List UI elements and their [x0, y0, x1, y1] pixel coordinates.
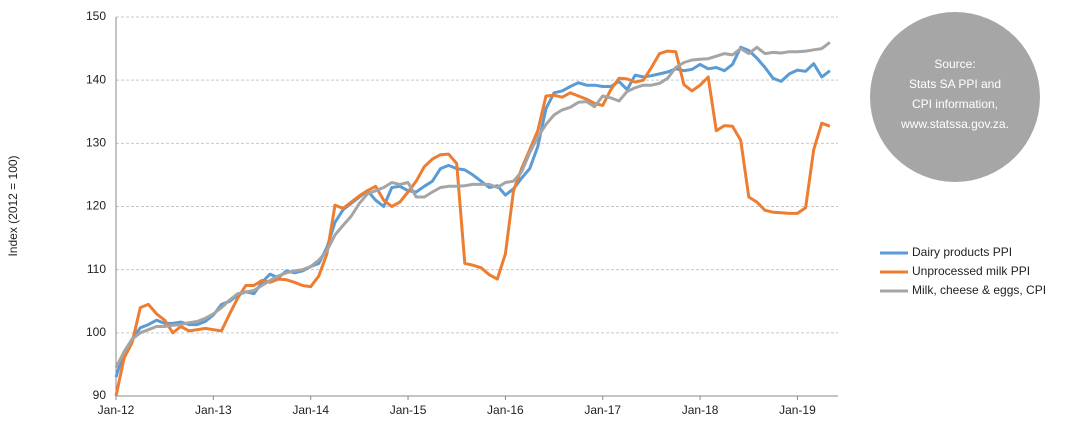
x-tick-label: Jan-15 [390, 403, 427, 417]
x-tick-label: Jan-13 [195, 403, 232, 417]
source-note: CPI information, [912, 97, 998, 111]
x-tick-label: Jan-19 [779, 403, 816, 417]
x-tick-label: Jan-16 [487, 403, 524, 417]
legend-label: Dairy products PPI [912, 245, 1012, 259]
source-badge [870, 12, 1040, 182]
source-note: www.statssa.gov.za. [900, 117, 1009, 131]
y-tick-label: 150 [86, 9, 106, 23]
y-tick-label: 140 [86, 72, 106, 86]
y-axis-label: Index (2012 = 100) [6, 155, 20, 256]
x-tick-label: Jan-17 [584, 403, 621, 417]
legend-label: Unprocessed milk PPI [912, 264, 1030, 278]
y-tick-label: 110 [87, 262, 106, 276]
x-tick-label: Jan-18 [682, 403, 719, 417]
legend-label: Milk, cheese & eggs, CPI [912, 283, 1046, 297]
y-tick-label: 100 [86, 325, 106, 339]
source-note: Source: [934, 57, 975, 71]
y-tick-label: 90 [93, 388, 107, 402]
source-note: Stats SA PPI and [909, 77, 1001, 91]
y-tick-label: 120 [86, 199, 106, 213]
x-tick-label: Jan-14 [292, 403, 329, 417]
x-tick-label: Jan-12 [98, 403, 135, 417]
series-line [114, 41, 831, 369]
y-tick-label: 130 [86, 136, 106, 150]
series-line [114, 49, 831, 397]
